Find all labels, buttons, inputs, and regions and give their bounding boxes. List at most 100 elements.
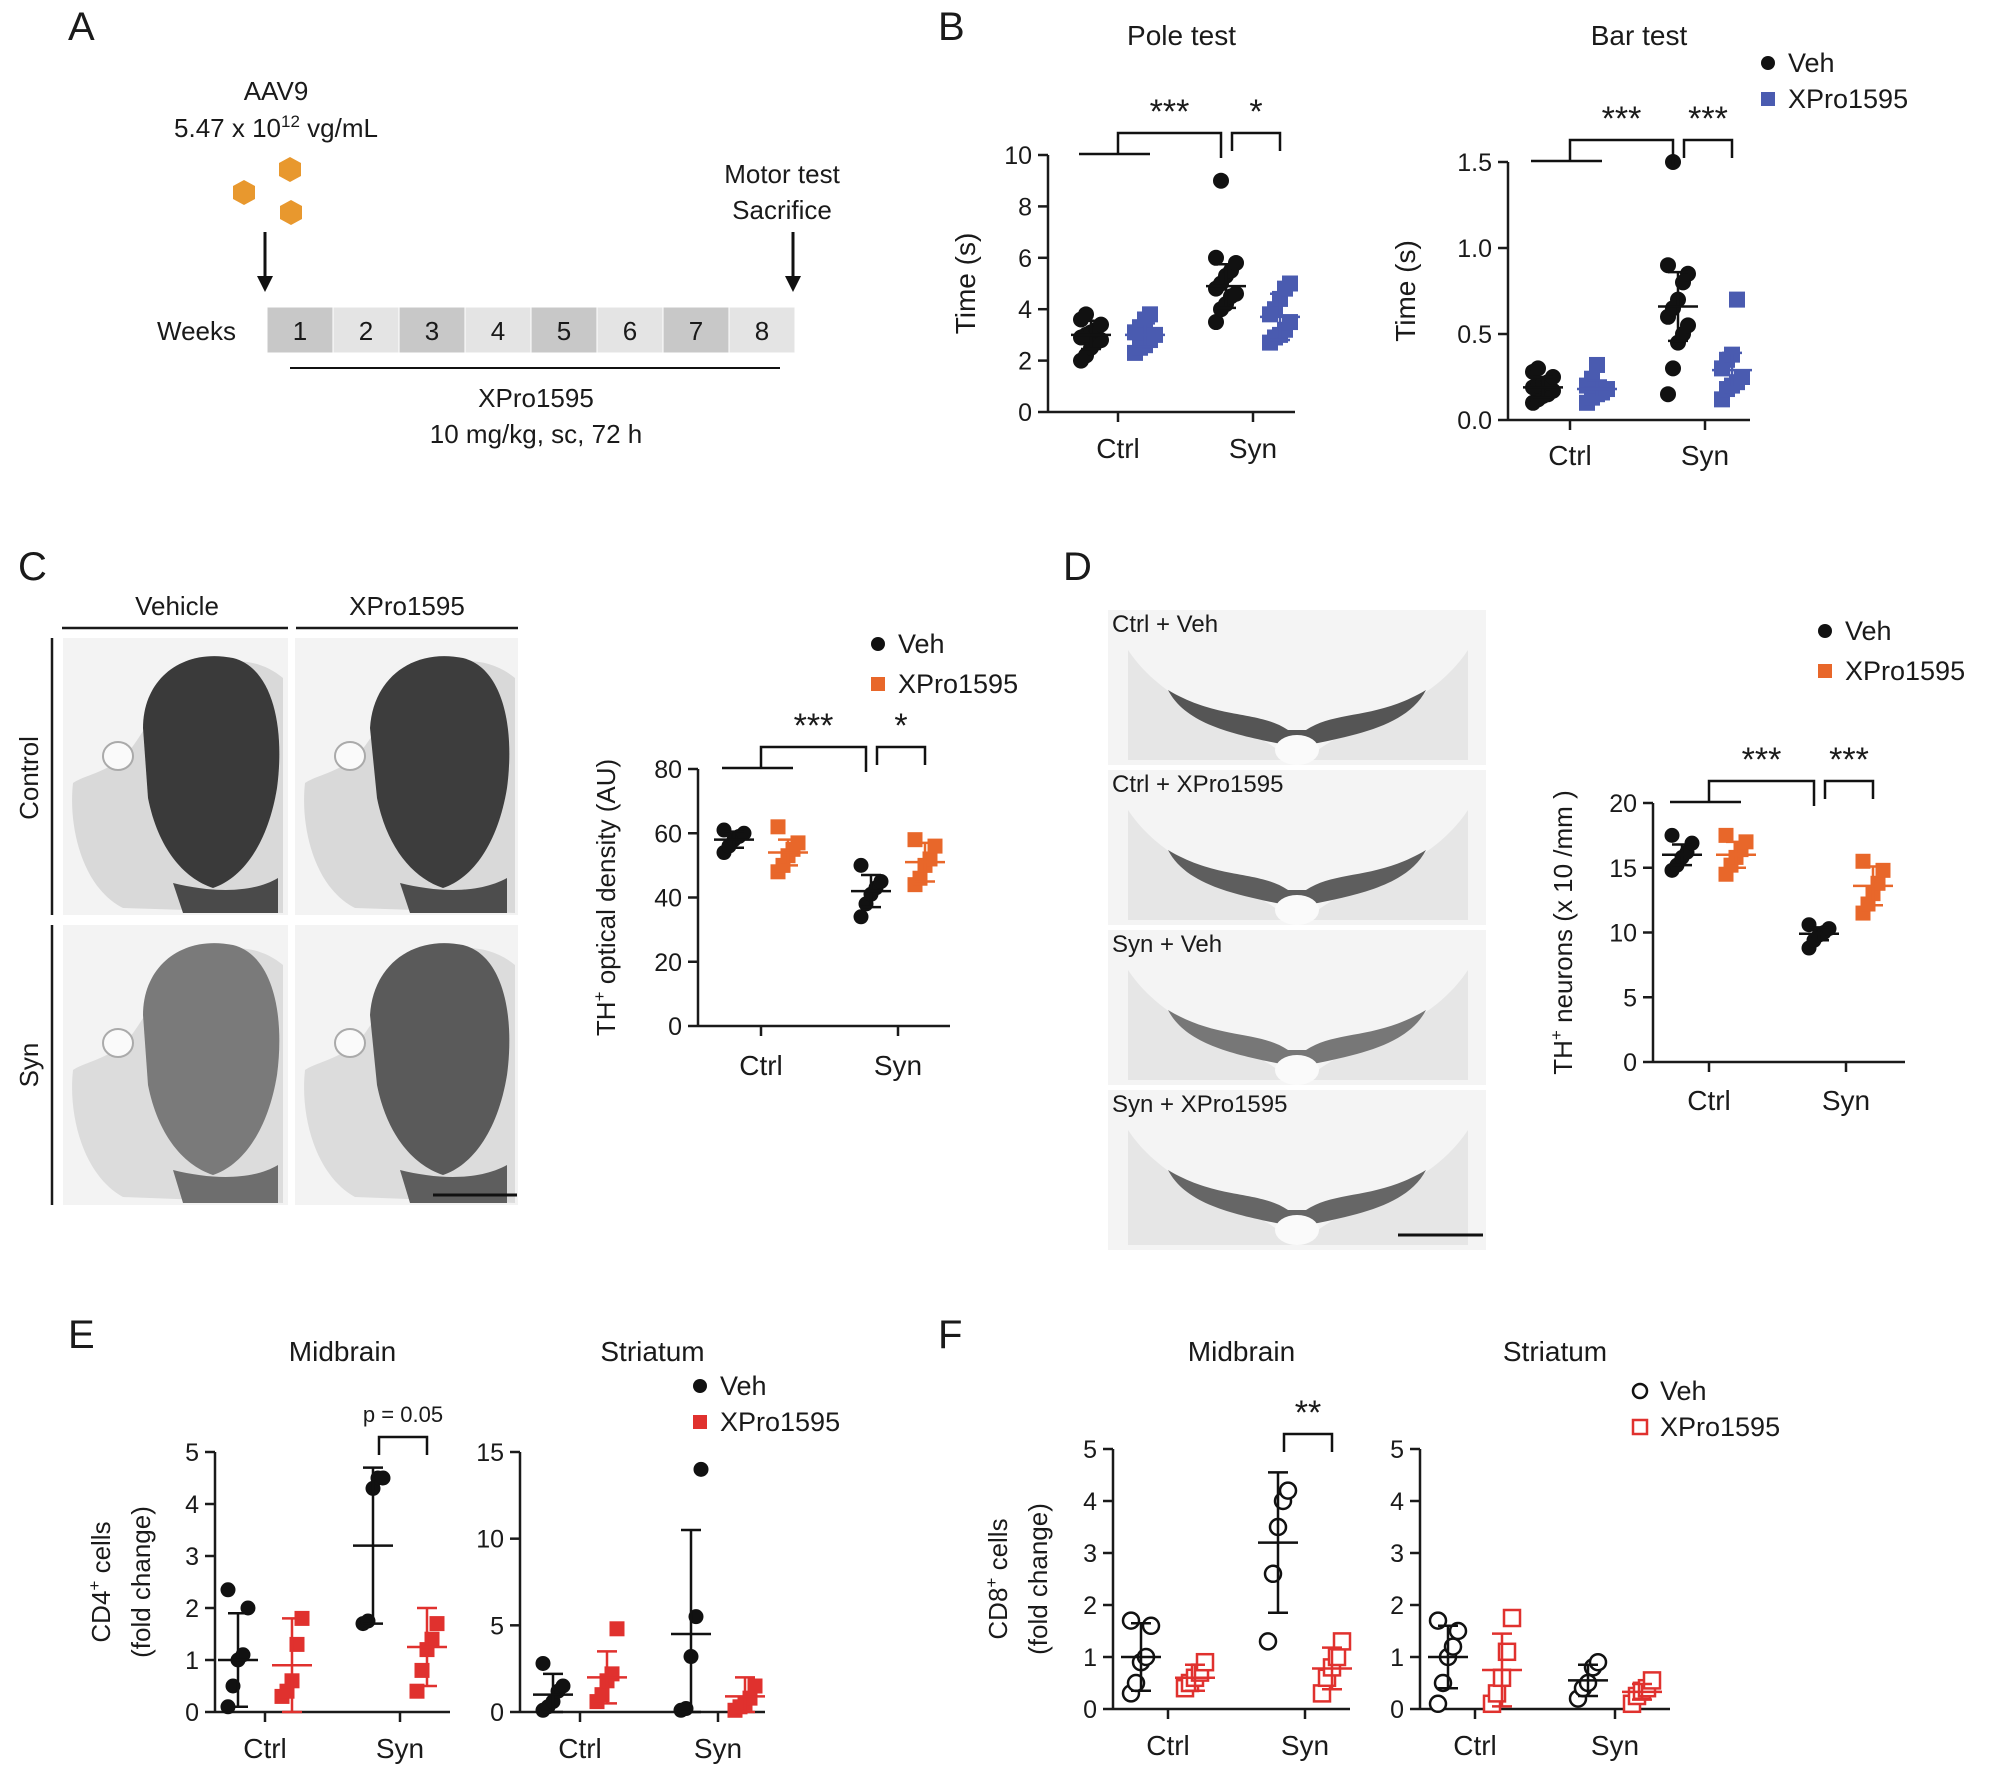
panel-d-images: Ctrl + Veh Ctrl + XPro1595 Syn + Veh Syn… [1108,610,1486,1250]
y-tick-label: 1.0 [1457,235,1492,263]
data-point [1589,356,1605,373]
chart-th-neurons: 0 5 10 15 20 Ctrl Syn TH+ neurons (x 10 /mm ) **… [1547,616,1965,1116]
mean-sd-bar [714,830,754,849]
series-xpro1595 [1125,275,1300,361]
week-number: 2 [359,316,373,346]
mean-sd-bar [1312,1646,1352,1691]
y-tick-label: 1 [185,1647,199,1675]
x-tick-label: Ctrl [243,1733,287,1764]
y-tick-label: 5 [1623,984,1637,1012]
mean-sd-bar [1121,1621,1161,1693]
y-tick-label: 2 [1083,1592,1097,1620]
series-veh [1428,1611,1608,1714]
x-tick-label: Ctrl [1548,440,1592,471]
significance-label: *** [794,707,834,745]
midbrain-section-ctrl-xpro: Ctrl + XPro1595 [1108,770,1486,925]
chart-cd8-midbrain: 0 1 2 3 4 5 Ctrl Syn Midbrain CD8+ cells (fold cha… [982,1336,1352,1761]
y-tick-label: 5 [490,1612,504,1640]
y-tick-label: 0 [490,1699,504,1727]
legend-label: Veh [1660,1376,1707,1406]
y-tick-label: 0 [1018,399,1032,427]
midbrain-section-ctrl-veh: Ctrl + Veh [1108,610,1486,765]
mean-sd-bar [1662,843,1702,867]
vector-titer: 5.47 x 1012 vg/mL [174,112,378,143]
data-point [1228,285,1244,302]
data-point [1228,254,1244,271]
series-veh [1523,154,1698,411]
x-tick-label: Syn [376,1733,424,1764]
legend-marker [1761,92,1775,106]
legend-label: Veh [1788,48,1835,78]
data-point [1332,1632,1352,1651]
image-label-syn-xpro: Syn + XPro1595 [1112,1091,1287,1118]
y-tick-label: 0 [1390,1696,1404,1724]
y-tick-label: 3 [185,1543,199,1571]
y-tick-label: 0 [1623,1049,1637,1077]
data-point [716,822,732,838]
y-axis-label: CD8+ cells [982,1518,1013,1639]
data-point [1213,172,1229,189]
y-tick-label: 0 [668,1013,682,1041]
series-xpro1595 [1577,291,1752,411]
significance-bracket [1823,779,1875,799]
data-point [1660,386,1676,403]
mean-sd-bar [1799,926,1839,942]
mean-sd-bar [1071,319,1111,351]
data-point [1278,1481,1298,1500]
significance-label: *** [1150,93,1190,131]
chart-title: Midbrain [289,1336,396,1367]
x-tick-label: Syn [1229,433,1277,464]
data-point [1208,249,1224,266]
significance-bracket [1230,131,1282,151]
data-point [609,1621,625,1637]
weeks-bar: 1 2 3 4 5 6 7 8 [266,306,796,354]
image-label-syn-veh: Syn + Veh [1112,931,1222,958]
series-veh [218,1466,393,1715]
y-tick-label: 60 [654,820,682,848]
significance-label: * [1249,93,1262,131]
significance-bracket [1079,131,1223,158]
y-tick-label: 10 [476,1526,504,1554]
mean-sd-bar [272,1617,312,1714]
chart-title: Bar test [1591,20,1688,51]
mean-sd-bar [1258,1471,1298,1615]
y-tick-label: 8 [1018,193,1032,221]
week-cell [332,306,400,354]
data-point [1729,291,1745,308]
striatum-section-syn-vehicle [63,925,288,1205]
series-xpro1595 [768,819,945,893]
vector-name: AAV9 [244,76,309,106]
row-header-control: Control [14,736,44,820]
significance-bracket [722,745,868,772]
significance-bracket [1282,1432,1334,1452]
row-header-syn: Syn [14,1043,44,1088]
x-tick-label: Ctrl [1146,1730,1190,1761]
data-point [927,838,943,854]
legend-marker [1631,1382,1649,1400]
x-tick-label: Ctrl [1687,1085,1731,1116]
data-point [1502,1608,1522,1628]
legend: Veh XPro1595 [871,629,1018,699]
y-axis-label: CD4+ cells [85,1521,116,1642]
chart-title: Striatum [600,1336,704,1367]
series-xpro1595 [1175,1632,1352,1703]
y-axis-label: TH+ neurons (x 10 /mm ) [1547,790,1578,1074]
legend-label: Veh [720,1371,767,1401]
y-tick-label: 0.5 [1457,321,1492,349]
legend-label: XPro1595 [898,669,1018,699]
panel-letter-a: A [68,5,95,49]
data-point [1664,827,1680,843]
data-point [1195,1652,1215,1672]
series-xpro1595 [272,1606,447,1714]
y-tick-label: 20 [654,949,682,977]
week-number: 6 [623,316,637,346]
x-tick-label: Syn [1681,440,1729,471]
endpoint-sacrifice: Sacrifice [732,195,832,225]
data-point [853,857,869,873]
data-point [240,1600,256,1616]
significance-label: *** [1602,100,1642,138]
data-point [535,1655,551,1671]
significance-label: ** [1295,1394,1321,1432]
legend-marker [1818,624,1832,638]
x-tick-label: Syn [1591,1730,1639,1761]
